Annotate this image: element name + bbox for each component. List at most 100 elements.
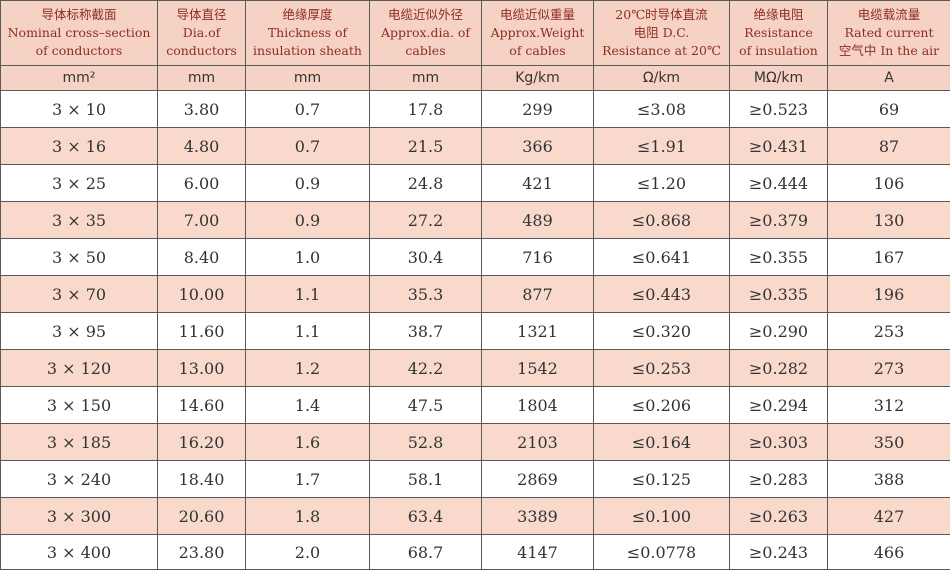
- table-cell: 1.1: [245, 275, 370, 313]
- table-cell: 6.00: [157, 164, 246, 202]
- table-cell: 3 × 10: [0, 90, 158, 128]
- header-rated-current: 电缆载流量 Rated current 空气中 In the air: [827, 0, 950, 66]
- unit-cell: mm: [369, 65, 482, 91]
- table-cell: 7.00: [157, 201, 246, 239]
- table-row: 3 × 240 18.40 1.7 58.1 2869 ≤0.125 ≥0.283 388: [0, 460, 950, 498]
- unit-cell: Ω/km: [593, 65, 730, 91]
- table-cell: 3 × 25: [0, 164, 158, 202]
- table-cell: 3 × 185: [0, 423, 158, 461]
- table-cell: 17.8: [369, 90, 482, 128]
- table-cell: 106: [827, 164, 950, 202]
- table-cell: 38.7: [369, 312, 482, 350]
- table-cell: 63.4: [369, 497, 482, 535]
- header-dc-resistance: 20℃时导体直流 电阻 D.C. Resistance at 20℃: [593, 0, 730, 66]
- table-cell: ≥0.283: [729, 460, 828, 498]
- table-cell: 52.8: [369, 423, 482, 461]
- table-cell: 1542: [481, 349, 594, 387]
- table-cell: 366: [481, 127, 594, 165]
- table-cell: 1.6: [245, 423, 370, 461]
- table-cell: 716: [481, 238, 594, 276]
- table-cell: 10.00: [157, 275, 246, 313]
- table-cell: ≥0.282: [729, 349, 828, 387]
- table-cell: ≥0.263: [729, 497, 828, 535]
- table-cell: 35.3: [369, 275, 482, 313]
- table-cell: 3.80: [157, 90, 246, 128]
- unit-cell: MΩ/km: [729, 65, 828, 91]
- table-cell: 3 × 400: [0, 534, 158, 570]
- table-cell: 0.7: [245, 127, 370, 165]
- table-cell: 196: [827, 275, 950, 313]
- table-cell: ≥0.379: [729, 201, 828, 239]
- table-row: 3 × 25 6.00 0.9 24.8 421 ≤1.20 ≥0.444 106: [0, 164, 950, 202]
- table-cell: 24.8: [369, 164, 482, 202]
- table-cell: 1.0: [245, 238, 370, 276]
- table-row: 3 × 120 13.00 1.2 42.2 1542 ≤0.253 ≥0.282 273: [0, 349, 950, 387]
- table-cell: 466: [827, 534, 950, 570]
- table-cell: ≤1.20: [593, 164, 730, 202]
- table-cell: 4.80: [157, 127, 246, 165]
- table-cell: 68.7: [369, 534, 482, 570]
- table-row: 3 × 35 7.00 0.9 27.2 489 ≤0.868 ≥0.379 130: [0, 201, 950, 239]
- table-cell: ≥0.294: [729, 386, 828, 424]
- table-cell: 130: [827, 201, 950, 239]
- table-cell: 3 × 300: [0, 497, 158, 535]
- table-cell: 18.40: [157, 460, 246, 498]
- table-row: 3 × 16 4.80 0.7 21.5 366 ≤1.91 ≥0.431 87: [0, 127, 950, 165]
- table-cell: ≥0.243: [729, 534, 828, 570]
- table-cell: ≥0.290: [729, 312, 828, 350]
- table-cell: ≥0.523: [729, 90, 828, 128]
- table-cell: 8.40: [157, 238, 246, 276]
- header-cross-section: 导体标称截面 Nominal cross–section of conductors: [0, 0, 158, 66]
- table-cell: 1.8: [245, 497, 370, 535]
- header-cable-diameter: 电缆近似外径 Approx.dia. of cables: [369, 0, 482, 66]
- table-cell: 2103: [481, 423, 594, 461]
- table-cell: 13.00: [157, 349, 246, 387]
- table-cell: 47.5: [369, 386, 482, 424]
- table-cell: 877: [481, 275, 594, 313]
- table-body: 3 × 10 3.80 0.7 17.8 299 ≤3.08 ≥0.523 69 3 × 16 4…: [0, 90, 950, 570]
- table-row: 3 × 10 3.80 0.7 17.8 299 ≤3.08 ≥0.523 69: [0, 90, 950, 128]
- table-row: 3 × 185 16.20 1.6 52.8 2103 ≤0.164 ≥0.303 350: [0, 423, 950, 461]
- table-cell: ≤0.125: [593, 460, 730, 498]
- header-row: 导体标称截面 Nominal cross–section of conductors…: [0, 0, 950, 66]
- table-cell: 167: [827, 238, 950, 276]
- table-cell: ≤0.0778: [593, 534, 730, 570]
- table-row: 3 × 150 14.60 1.4 47.5 1804 ≤0.206 ≥0.294 312: [0, 386, 950, 424]
- table-cell: 3389: [481, 497, 594, 535]
- table-cell: 253: [827, 312, 950, 350]
- header-conductor-diameter: 导体直径 Dia.of conductors: [157, 0, 246, 66]
- table-cell: 312: [827, 386, 950, 424]
- table-cell: 1804: [481, 386, 594, 424]
- table-row: 3 × 300 20.60 1.8 63.4 3389 ≤0.100 ≥0.263 427: [0, 497, 950, 535]
- table-cell: 58.1: [369, 460, 482, 498]
- unit-cell: A: [827, 65, 950, 91]
- table-cell: ≥0.431: [729, 127, 828, 165]
- table-cell: 3 × 150: [0, 386, 158, 424]
- table-cell: 23.80: [157, 534, 246, 570]
- table-cell: ≥0.303: [729, 423, 828, 461]
- table-cell: 16.20: [157, 423, 246, 461]
- table-cell: ≤1.91: [593, 127, 730, 165]
- table-row: 3 × 95 11.60 1.1 38.7 1321 ≤0.320 ≥0.290 253: [0, 312, 950, 350]
- table-cell: 3 × 70: [0, 275, 158, 313]
- table-cell: 427: [827, 497, 950, 535]
- unit-cell: Kg/km: [481, 65, 594, 91]
- table-cell: 1.1: [245, 312, 370, 350]
- table-cell: 2.0: [245, 534, 370, 570]
- table-cell: ≤0.253: [593, 349, 730, 387]
- table-cell: ≥0.335: [729, 275, 828, 313]
- table-cell: 21.5: [369, 127, 482, 165]
- unit-cell: mm: [245, 65, 370, 91]
- units-row: mm² mm mm mm Kg/km Ω/km MΩ/km A: [0, 65, 950, 91]
- header-cable-weight: 电缆近似重量 Approx.Weight of cables: [481, 0, 594, 66]
- table-cell: 0.7: [245, 90, 370, 128]
- table-cell: 11.60: [157, 312, 246, 350]
- table-cell: ≤0.868: [593, 201, 730, 239]
- table-cell: 30.4: [369, 238, 482, 276]
- table-cell: 3 × 240: [0, 460, 158, 498]
- table-cell: 2869: [481, 460, 594, 498]
- table-row: 3 × 70 10.00 1.1 35.3 877 ≤0.443 ≥0.335 196: [0, 275, 950, 313]
- table-cell: ≤0.206: [593, 386, 730, 424]
- table-cell: ≤0.100: [593, 497, 730, 535]
- table-cell: 87: [827, 127, 950, 165]
